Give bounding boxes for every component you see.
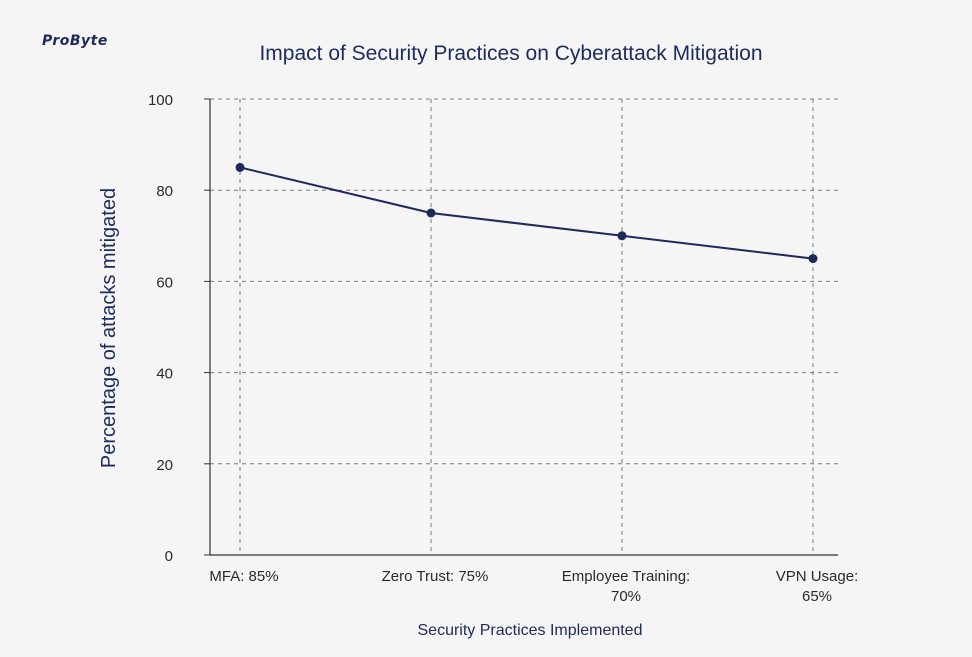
y-tick-label: 100 (148, 92, 173, 109)
series (235, 162, 818, 264)
x-tick-label: Employee Training: 70% (562, 568, 690, 605)
y-tick-label: 0 (165, 548, 173, 565)
grid (210, 98, 838, 555)
data-point (617, 231, 627, 241)
x-tick-label-line: Employee Training: (562, 568, 690, 585)
probyte-logo: ProByte (42, 33, 108, 49)
x-axis-title: Security Practices Implemented (418, 622, 643, 639)
x-tick-label: MFA: 85% (209, 568, 278, 585)
x-tick-label-line: 65% (802, 588, 832, 605)
y-tick-label: 80 (156, 183, 173, 200)
y-axis-title: Percentage of attacks mitigated (98, 188, 120, 468)
chart-title: Impact of Security Practices on Cyberatt… (259, 42, 762, 65)
x-tick-label-line: VPN Usage: (776, 568, 859, 585)
data-point (808, 254, 818, 264)
y-tick-label: 20 (156, 457, 173, 474)
y-tick-labels: 0 20 40 60 80 100 (148, 92, 173, 565)
x-tick-label: Zero Trust: 75% (382, 568, 489, 585)
x-tick-labels: MFA: 85% Zero Trust: 75% Employee Training… (209, 568, 858, 605)
x-tick-label: VPN Usage: 65% (776, 568, 859, 605)
x-tick-label-line: 70% (611, 588, 641, 605)
data-point (235, 162, 245, 172)
data-point (426, 208, 436, 218)
x-tick-label-line: Zero Trust: 75% (382, 568, 489, 585)
x-tick-label-line: MFA: 85% (209, 568, 278, 585)
axes (204, 98, 838, 556)
series-line (239, 166, 814, 260)
y-tick-label: 40 (156, 366, 173, 383)
y-tick-label: 60 (156, 274, 173, 291)
